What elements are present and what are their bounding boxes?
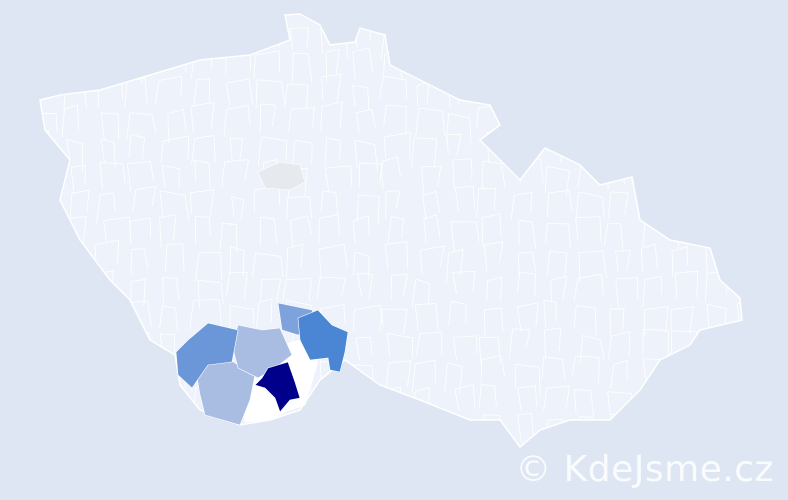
region-darkest[interactable] (254, 361, 301, 413)
region-light-south[interactable] (194, 359, 256, 426)
region-mid-west[interactable] (175, 322, 239, 389)
region-grey[interactable] (257, 161, 306, 191)
watermark: © KdeJsme.cz (515, 449, 774, 490)
region-blue[interactable] (297, 309, 349, 373)
